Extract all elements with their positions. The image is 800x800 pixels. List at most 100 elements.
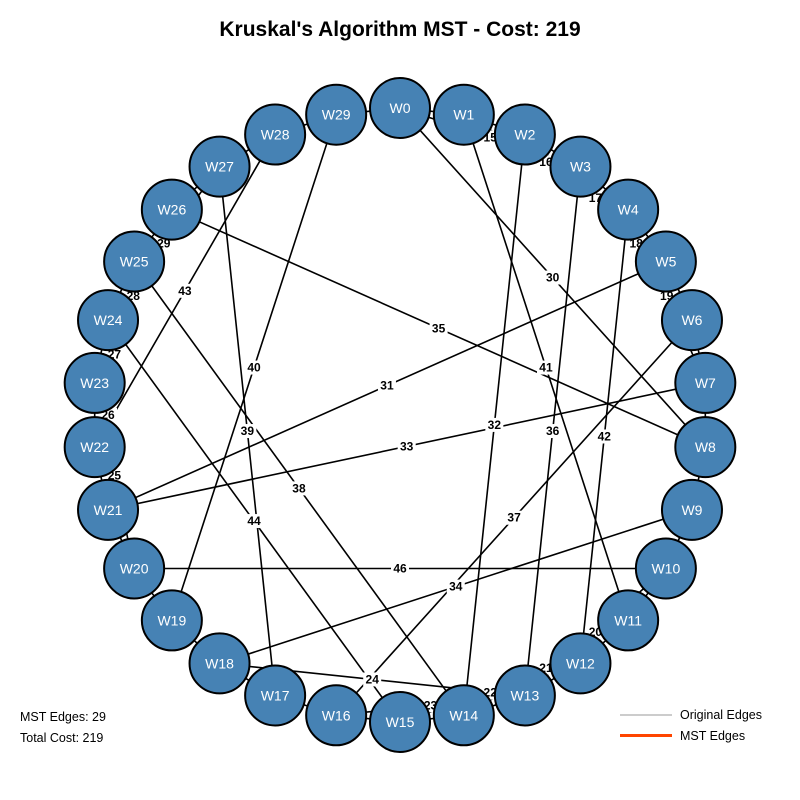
node-label: W7 — [695, 375, 716, 391]
node-label: W1 — [453, 107, 474, 123]
edge-label-bg — [391, 561, 409, 576]
node-circle — [597, 589, 660, 652]
edge-label-bg — [595, 429, 614, 444]
edge-label-bg — [245, 360, 264, 375]
node-w7: W7 — [674, 351, 737, 414]
node-circle — [140, 178, 203, 241]
total-cost: Total Cost: 219 — [20, 731, 104, 745]
edge-label-bg — [446, 579, 465, 594]
node-label: W12 — [566, 655, 595, 671]
edge-label-bg — [363, 672, 382, 687]
node-circle — [493, 664, 556, 727]
node-w19: W19 — [140, 589, 203, 652]
node-w5: W5 — [634, 230, 697, 293]
legend: Original Edges MST Edges — [620, 704, 762, 746]
node-circle — [77, 289, 140, 352]
edge-weight-label: 30 — [546, 271, 560, 285]
node-label: W10 — [651, 561, 680, 577]
legend-item-mst: MST Edges — [620, 725, 762, 746]
edge-label-bg — [429, 321, 448, 336]
node-w4: W4 — [597, 178, 660, 241]
node-circle — [77, 478, 140, 541]
edge-label-bg — [397, 439, 416, 454]
node-label: W13 — [510, 687, 539, 703]
node-w8: W8 — [674, 416, 737, 479]
node-circle — [674, 416, 737, 479]
node-label: W15 — [386, 714, 415, 730]
legend-item-original: Original Edges — [620, 704, 762, 725]
edge-label-bg — [543, 270, 562, 285]
node-circle — [188, 632, 251, 695]
node-w28: W28 — [244, 103, 307, 166]
node-w9: W9 — [660, 478, 723, 541]
node-w24: W24 — [77, 289, 140, 352]
node-label: W11 — [614, 612, 642, 628]
node-label: W3 — [570, 159, 591, 175]
node-w27: W27 — [188, 135, 251, 198]
node-circle — [63, 416, 126, 479]
node-w13: W13 — [493, 664, 556, 727]
node-circle — [674, 351, 737, 414]
node-w23: W23 — [63, 351, 126, 414]
node-label: W27 — [205, 159, 234, 175]
node-label: W20 — [120, 561, 149, 577]
edge-label-bg — [485, 417, 504, 432]
node-circle — [140, 589, 203, 652]
node-w20: W20 — [103, 537, 166, 600]
node-circle — [369, 77, 431, 139]
node-w10: W10 — [634, 537, 697, 600]
node-label: W16 — [322, 707, 351, 723]
edge-weight-label: 44 — [247, 514, 261, 528]
nodes-layer: W0 W1 W2 W3 W4 W5 W6 W7 W8 W9 W10 W11 W12 W13 W14 W15 W1… — [63, 77, 737, 753]
node-label: W19 — [157, 612, 186, 628]
node-w12: W12 — [549, 632, 612, 695]
node-circle — [369, 691, 431, 753]
edge-weight-label: 35 — [432, 321, 446, 335]
node-label: W26 — [157, 202, 186, 218]
node-w17: W17 — [244, 664, 307, 727]
edge-label-bg — [289, 481, 308, 496]
node-circle — [188, 135, 251, 198]
node-circle — [549, 135, 612, 198]
stats-panel: MST Edges: 29 Total Cost: 219 — [20, 707, 106, 749]
node-w22: W22 — [63, 416, 126, 479]
edge-weight-label: 41 — [539, 361, 553, 375]
node-label: W0 — [390, 100, 411, 116]
node-circle — [244, 103, 307, 166]
edge-label-bg — [536, 360, 555, 375]
node-w21: W21 — [77, 478, 140, 541]
edge-label-bg — [175, 283, 194, 298]
legend-line-original — [620, 713, 672, 716]
node-circle — [432, 83, 495, 146]
legend-line-mst — [620, 734, 672, 737]
node-w6: W6 — [660, 289, 723, 352]
node-label: W21 — [94, 502, 123, 518]
node-w14: W14 — [432, 684, 495, 747]
node-w2: W2 — [493, 103, 556, 166]
node-circle — [103, 230, 166, 293]
edge-label-bg — [543, 424, 562, 439]
edge-weight-label: 42 — [598, 429, 612, 443]
node-label: W9 — [681, 502, 702, 518]
node-label: W4 — [618, 202, 639, 218]
node-circle — [63, 351, 126, 414]
node-w25: W25 — [103, 230, 166, 293]
edge-weight-label: 38 — [292, 481, 306, 495]
node-w16: W16 — [305, 684, 368, 747]
edge-label-bg — [505, 510, 524, 525]
edge-weight-label: 40 — [247, 361, 261, 375]
node-circle — [634, 537, 697, 600]
node-label: W25 — [120, 254, 149, 270]
legend-label-original: Original Edges — [680, 707, 762, 722]
node-circle — [432, 684, 495, 747]
node-circle — [597, 178, 660, 241]
node-w1: W1 — [432, 83, 495, 146]
edge-label-bg — [245, 514, 264, 529]
edge-weight-label: 37 — [507, 511, 521, 525]
node-circle — [103, 537, 166, 600]
edge-weight-label: 24 — [366, 672, 380, 686]
node-circle — [634, 230, 697, 293]
node-circle — [305, 83, 368, 146]
edge-weight-label: 31 — [380, 379, 394, 393]
